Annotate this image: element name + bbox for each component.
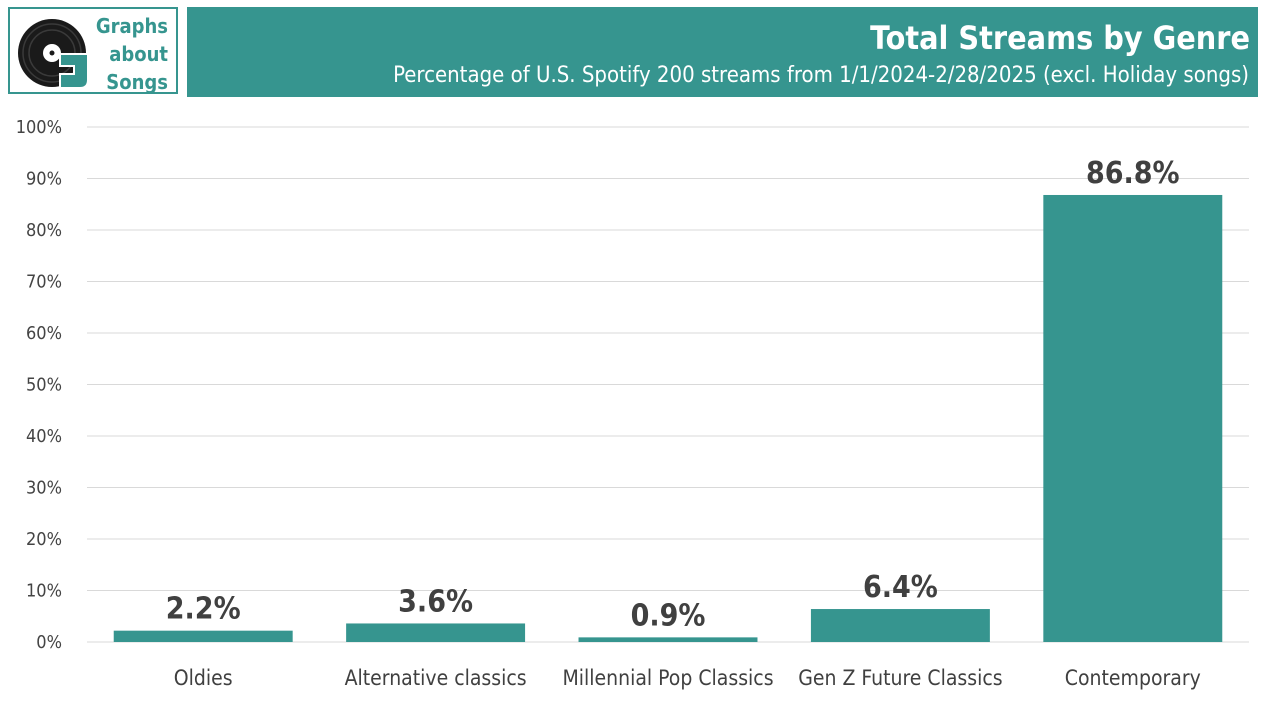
graphs-about-songs-logo: Graphs about Songs xyxy=(8,7,178,94)
y-tick-label: 90% xyxy=(26,169,62,190)
bar xyxy=(346,623,526,642)
data-label: 0.9% xyxy=(631,598,706,633)
title-banner: Total Streams by Genre Percentage of U.S… xyxy=(187,7,1258,97)
data-label: 6.4% xyxy=(863,570,938,605)
chart-subtitle: Percentage of U.S. Spotify 200 streams f… xyxy=(393,63,1249,88)
y-tick-label: 60% xyxy=(26,323,62,344)
data-label: 86.8% xyxy=(1086,156,1180,191)
logo-line-3: Songs xyxy=(106,70,168,94)
logo-line-1: Graphs xyxy=(95,14,168,38)
x-category-label: Contemporary xyxy=(1065,666,1201,690)
y-tick-label: 40% xyxy=(26,426,62,447)
data-label: 2.2% xyxy=(166,592,241,627)
y-tick-label: 10% xyxy=(26,581,62,602)
chart-title: Total Streams by Genre xyxy=(870,19,1250,57)
data-label: 3.6% xyxy=(398,584,473,619)
bar xyxy=(113,630,293,642)
y-tick-label: 0% xyxy=(36,632,62,653)
logo-line-2: about xyxy=(109,42,168,66)
x-category-label: Alternative classics xyxy=(345,666,527,690)
bar xyxy=(810,609,990,642)
logo-wordmark: Graphs about Songs xyxy=(96,12,168,96)
x-category-label: Oldies xyxy=(174,666,233,690)
y-tick-label: 100% xyxy=(16,117,62,138)
bar xyxy=(578,637,758,642)
y-tick-label: 70% xyxy=(26,272,62,293)
vinyl-record-icon xyxy=(18,19,89,89)
bar-chart: 0% 10% 20% 30% 40% 50% 60% 70% 80% 90% 100% 2.2% Old… xyxy=(16,117,1249,690)
x-category-label: Gen Z Future Classics xyxy=(798,666,1002,690)
y-tick-label: 80% xyxy=(26,220,62,241)
y-tick-label: 20% xyxy=(26,529,62,550)
bar xyxy=(1043,194,1223,642)
y-tick-label: 50% xyxy=(26,375,62,396)
x-category-label: Millennial Pop Classics xyxy=(562,666,773,690)
y-tick-label: 30% xyxy=(26,478,62,499)
